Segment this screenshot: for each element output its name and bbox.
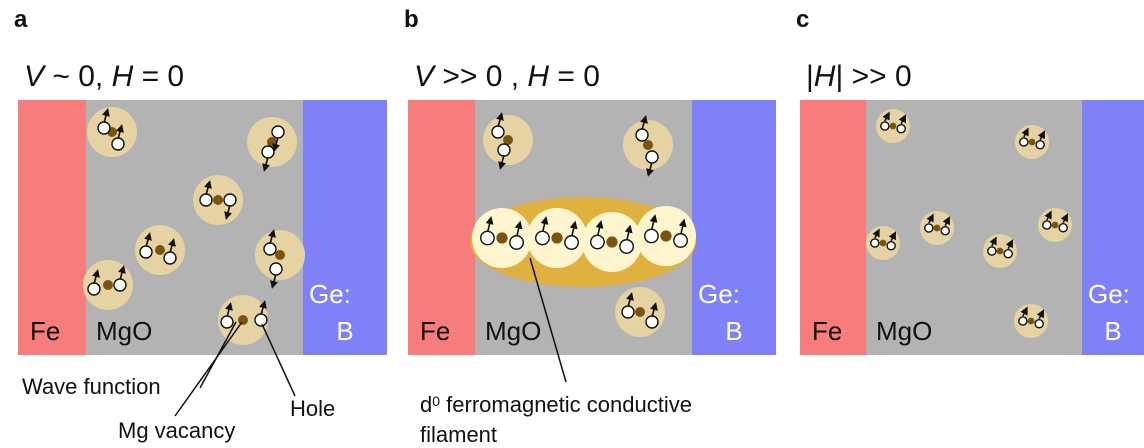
hole [481, 231, 494, 244]
hole [881, 122, 889, 130]
hole [270, 263, 282, 275]
mg-vacancy [880, 240, 887, 247]
hole [925, 224, 933, 232]
title-part: H [112, 60, 134, 93]
mg-vacancy [890, 123, 897, 130]
b-label: B [725, 316, 742, 346]
hole [224, 194, 236, 206]
hole [646, 151, 658, 163]
annotation-part: ferromagnetic conductive [440, 392, 692, 417]
mgo-label: MgO [876, 316, 932, 346]
title-part: = 0 [133, 60, 184, 93]
b-label: B [1104, 316, 1121, 346]
panel-title: V >> 0 , H = 0 [414, 60, 600, 93]
mg-vacancy [660, 230, 671, 241]
mg-vacancy [551, 232, 562, 243]
mg-vacancy [496, 232, 507, 243]
panel-title: |H| >> 0 [806, 60, 912, 93]
hole [1004, 250, 1012, 258]
mg-vacancy [934, 225, 941, 232]
mg-vacancy [155, 245, 165, 255]
hole [1020, 138, 1028, 146]
mg-vacancy [103, 280, 113, 290]
hole [112, 138, 124, 150]
fe-label: Fe [30, 316, 60, 346]
title-part: H [814, 60, 836, 93]
mgo-label: MgO [485, 316, 541, 346]
title-part: ~ 0, [44, 60, 112, 93]
mgo-label: MgO [96, 316, 152, 346]
ge-label: Ge: [1088, 279, 1130, 309]
hole [114, 279, 126, 291]
hole [88, 283, 100, 295]
mg-vacancy [1052, 222, 1059, 229]
mg-vacancy [606, 236, 617, 247]
hole [140, 246, 152, 258]
hole [645, 229, 658, 242]
annotation: Hole [290, 396, 335, 421]
panel-label: c [796, 6, 809, 33]
hole [674, 234, 687, 247]
title-part: | >> 0 [835, 60, 911, 93]
hole [988, 247, 996, 255]
hole [221, 316, 233, 328]
b-label: B [336, 316, 353, 346]
hole [565, 236, 578, 249]
mg-vacancy [643, 140, 653, 150]
mg-vacancy [213, 195, 223, 205]
title-part: >> 0 , [434, 60, 527, 93]
fe-label: Fe [420, 316, 450, 346]
hole [897, 125, 905, 133]
mg-vacancy [997, 248, 1004, 255]
figure: a V ~ 0, H = 0 Fe MgO Ge: Bb V >> 0 , H = 0 Fe M… [0, 0, 1144, 448]
mg-vacancy [238, 315, 248, 325]
panel-label: b [404, 6, 419, 33]
hole [1059, 224, 1067, 232]
mg-vacancy [635, 307, 645, 317]
annotation-part: 0 [432, 393, 440, 409]
hole [264, 243, 276, 255]
hole [1043, 221, 1051, 229]
title-part: = 0 [549, 60, 600, 93]
annotation: filament [420, 422, 497, 447]
hole [164, 252, 176, 264]
panel-label: a [14, 6, 28, 33]
title-part: | [806, 60, 814, 93]
hole [510, 236, 523, 249]
hole [272, 126, 284, 138]
title-part: H [527, 60, 549, 93]
mg-vacancy [1028, 318, 1035, 325]
ge-label: Ge: [309, 279, 351, 309]
hole [941, 227, 949, 235]
hole [536, 231, 549, 244]
hole [591, 235, 604, 248]
hole [498, 144, 510, 156]
hole [646, 316, 658, 328]
hole [200, 194, 212, 206]
annotation: d0 ferromagnetic conductive [420, 392, 692, 417]
hole [98, 122, 110, 134]
hole [887, 242, 895, 250]
hole [1036, 141, 1044, 149]
hole [1035, 320, 1043, 328]
annotation: Wave function [22, 374, 161, 399]
annotation-part: d [420, 392, 432, 417]
ge-label: Ge: [698, 279, 740, 309]
hole [492, 126, 504, 138]
hole [636, 129, 648, 141]
hole [622, 306, 634, 318]
annotation: Mg vacancy [118, 418, 235, 443]
panel-title: V ~ 0, H = 0 [24, 60, 184, 93]
mg-vacancy [1029, 139, 1036, 146]
annotation-part: filament [420, 422, 497, 447]
hole [262, 146, 274, 158]
hole [1019, 317, 1027, 325]
mg-vacancy [275, 250, 285, 260]
hole [255, 314, 267, 326]
hole [620, 240, 633, 253]
hole [871, 239, 879, 247]
fe-label: Fe [812, 316, 842, 346]
